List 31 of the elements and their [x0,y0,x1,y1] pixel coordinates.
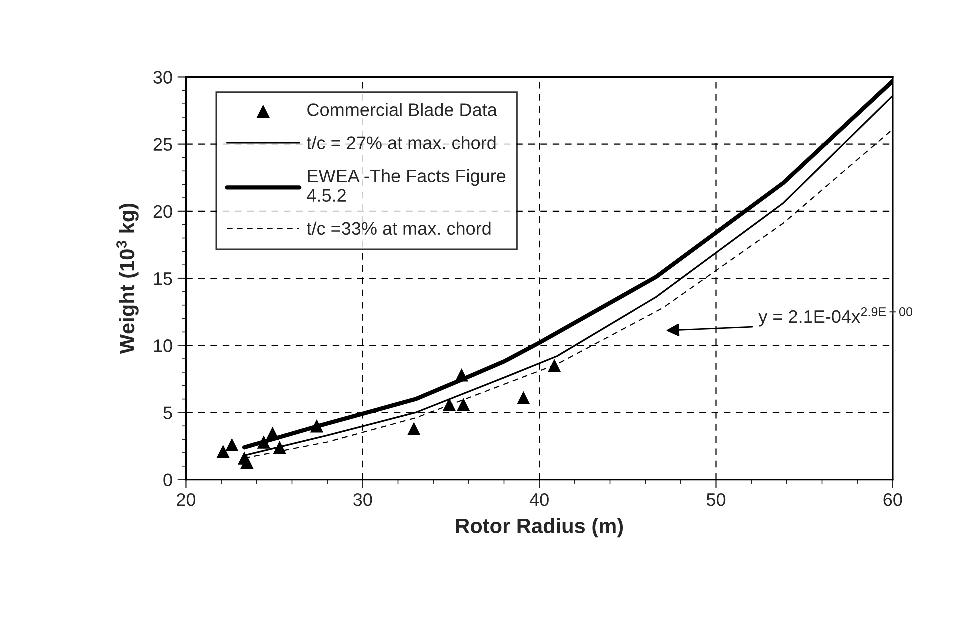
y-tick-label: 25 [154,138,172,152]
legend-label: t/c =33% at max. chord [307,222,491,236]
y-tick-label: 15 [154,272,172,286]
point [266,426,280,440]
point [517,391,530,405]
x-tick-label: 30 [354,493,372,506]
x-tick-label: 20 [177,493,196,506]
point [548,359,562,372]
point [273,441,286,454]
y-axis-title: Weight (10$^{3}$ kg) [116,204,139,354]
point [240,456,254,469]
point [442,398,456,412]
x-axis-title: Rotor Radius (m) [456,518,624,538]
y-tick-label: 5 [164,406,172,420]
legend-label: t/c = 27% at max. chord [307,136,496,150]
point [455,368,468,382]
point [257,436,271,449]
point [226,438,239,452]
legend-label: Commercial Blade Data [308,103,498,116]
x-tick-label: 50 [706,493,726,506]
y-tick-label: 30 [154,71,172,84]
point [216,445,230,458]
point [408,422,421,436]
x-tick-label: 40 [530,493,549,506]
x-tick-label: 60 [884,493,902,506]
legend-label: EWEA -The Facts Figure 4.5.2 [307,169,506,202]
y-tick-label: 0 [164,474,172,487]
y-tick-label: 10 [154,340,172,352]
y-tick-label: 20 [154,205,172,218]
point [310,420,324,433]
point [457,398,470,412]
